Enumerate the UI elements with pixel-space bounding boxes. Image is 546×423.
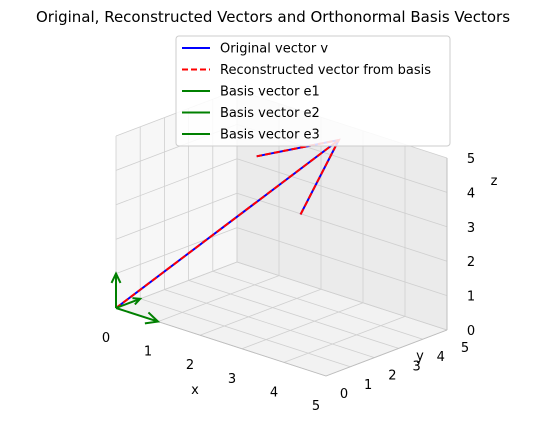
- y-tick-label: 3: [412, 359, 420, 374]
- y-tick-label: 4: [437, 350, 445, 365]
- legend-label-basis-vector-e1: Basis vector e1: [220, 85, 320, 100]
- axes-panes: [116, 90, 447, 376]
- legend: Original vector v Reconstructed vector fr…: [175, 35, 451, 147]
- x-tick-label: 1: [144, 345, 152, 360]
- x-tick-label: 3: [228, 372, 236, 387]
- z-tick-label: 0: [467, 324, 475, 339]
- legend-label-basis-vector-e3: Basis vector e3: [220, 128, 320, 143]
- floor-pane: [116, 262, 447, 376]
- legend-box: [175, 35, 451, 147]
- y-tick-label: 5: [461, 341, 469, 356]
- y-axis-label: y: [416, 349, 424, 364]
- y-tick-label: 1: [364, 378, 372, 393]
- grid-line-y-floor: [164, 289, 375, 358]
- grid-line-z-back: [236, 227, 448, 296]
- y-axis-line: [325, 329, 448, 377]
- legend-label-original-vector-v: Original vector v: [220, 42, 328, 57]
- z-tick-label: 5: [467, 152, 475, 167]
- basis-vector-e1-arrow: [115, 307, 161, 325]
- grid-line-z-left: [115, 192, 238, 240]
- legend-label-reconstructed-vector-from-basis: Reconstructed vector from basis: [220, 63, 431, 78]
- grid-line-y-floor: [188, 280, 399, 349]
- grid-line-x-floor: [199, 288, 322, 336]
- grid-line-x-floor: [157, 275, 280, 322]
- basis-vector-e3-arrow: [110, 271, 122, 308]
- x-tick-label: 0: [102, 331, 110, 346]
- z-tick-label: 4: [467, 186, 475, 201]
- z-axis-label: z: [491, 174, 498, 189]
- y-tick-label: 0: [340, 387, 348, 402]
- x-tick-label: 5: [312, 399, 320, 414]
- basis-vector-e2-arrow: [115, 297, 143, 309]
- z-tick-label: 3: [467, 221, 475, 236]
- grid-line-z-back: [236, 158, 448, 228]
- chart-title: Original, Reconstructed Vectors and Orth…: [36, 8, 510, 26]
- tick-labels: 0 1 2 3 4 5 0 1 2 3 4 5 0 1 2 3 4 5: [102, 152, 475, 414]
- grid-line-x-floor: [283, 316, 406, 363]
- grid-line-z-back: [236, 261, 448, 331]
- grid-line-x-floor: [241, 302, 364, 350]
- grid-line-z-left: [115, 158, 238, 206]
- x-tick-label: 4: [270, 385, 278, 400]
- z-tick-label: 2: [467, 255, 475, 270]
- legend-label-basis-vector-e2: Basis vector e2: [220, 106, 320, 121]
- grid-line-y-floor: [212, 270, 423, 340]
- y-tick-label: 2: [388, 369, 396, 384]
- grid-line-y-floor: [140, 298, 351, 368]
- x-axis-label: x: [191, 383, 199, 398]
- x-tick-label: 2: [186, 358, 194, 373]
- grid-line-z-left: [115, 227, 238, 274]
- z-tick-label: 1: [467, 290, 475, 305]
- grid-line-z-back: [236, 192, 448, 262]
